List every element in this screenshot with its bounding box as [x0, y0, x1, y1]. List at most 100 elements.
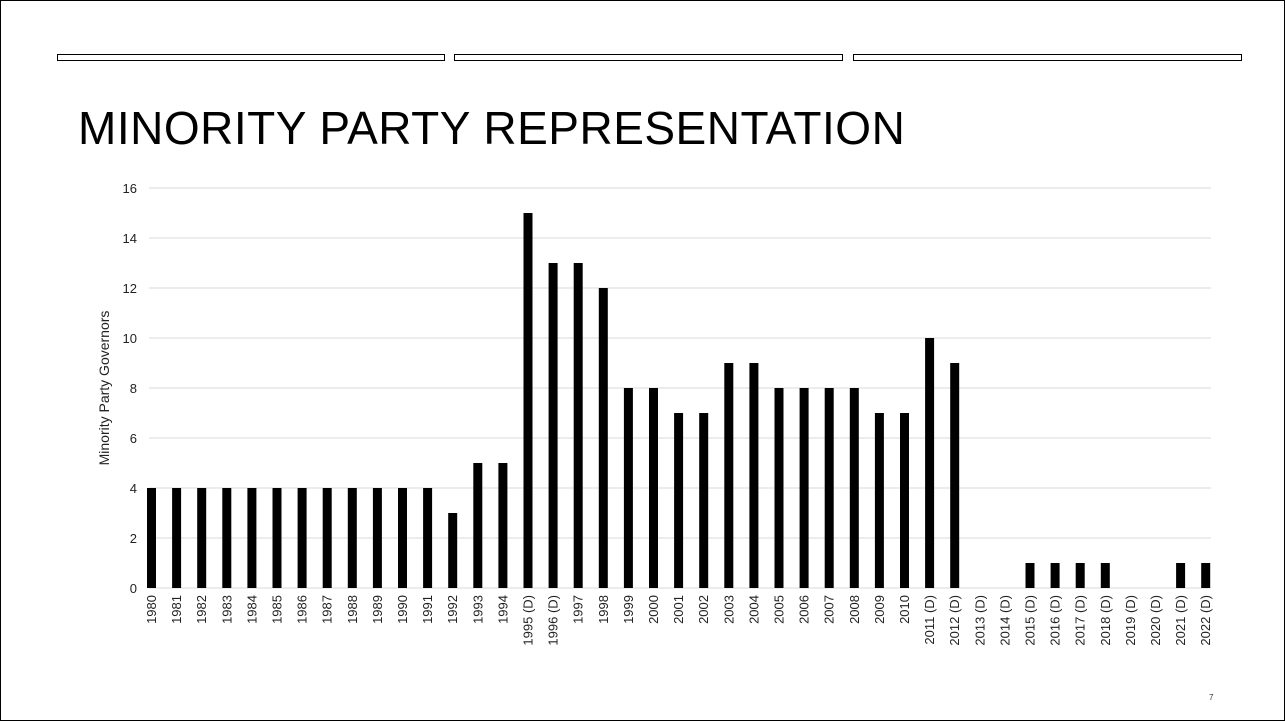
x-tick-label: 2009 [872, 595, 887, 624]
decorative-bar-middle [454, 54, 843, 61]
x-tick-label: 2017 (D) [1073, 595, 1088, 646]
bar [824, 388, 834, 588]
bar [598, 288, 608, 588]
x-tick-label: 2013 (D) [972, 595, 987, 646]
bar [724, 363, 734, 588]
y-tick-label: 12 [123, 281, 137, 296]
x-tick-label: 1985 [270, 595, 285, 624]
bar [172, 488, 182, 588]
y-tick-label: 0 [130, 581, 137, 596]
x-tick-label: 2004 [746, 595, 761, 624]
y-tick-label: 2 [130, 531, 137, 546]
x-tick-label: 1982 [194, 595, 209, 624]
bar [1201, 563, 1211, 588]
y-tick-label: 6 [130, 431, 137, 446]
x-tick-label: 1998 [596, 595, 611, 624]
x-tick-label: 2022 (D) [1198, 595, 1213, 646]
bar [799, 388, 809, 588]
x-tick-label: 2020 (D) [1148, 595, 1163, 646]
bar [849, 388, 859, 588]
x-tick-label: 1981 [169, 595, 184, 624]
bar [247, 488, 257, 588]
bar [523, 213, 533, 588]
bar [1050, 563, 1060, 588]
x-tick-label: 2016 (D) [1048, 595, 1063, 646]
x-tick-label: 2015 (D) [1023, 595, 1038, 646]
x-tick-label: 1984 [244, 595, 259, 624]
x-tick-labels: 1980 1981 1982 1983 1984 1985 1986 1987 1988 1989… [144, 595, 1213, 646]
x-tick-label: 2005 [772, 595, 787, 624]
x-tick-label: 2001 [671, 595, 686, 624]
x-tick-label: 1993 [470, 595, 485, 624]
x-tick-label: 1990 [395, 595, 410, 624]
x-tick-label: 1995 (D) [521, 595, 536, 646]
bar [623, 388, 633, 588]
x-tick-label: 1986 [295, 595, 310, 624]
x-tick-label: 1994 [495, 595, 510, 624]
bar [950, 363, 960, 588]
y-tick-label: 10 [123, 331, 137, 346]
bar [749, 363, 759, 588]
y-tick-label: 16 [123, 181, 137, 196]
bar [1025, 563, 1035, 588]
bar [448, 513, 458, 588]
bar [222, 488, 232, 588]
bar [1100, 563, 1110, 588]
x-tick-label: 1983 [219, 595, 234, 624]
x-tick-label: 1987 [320, 595, 335, 624]
x-tick-label: 2003 [721, 595, 736, 624]
slide-title: MINORITY PARTY REPRESENTATION [78, 102, 906, 154]
x-tick-label: 2002 [696, 595, 711, 624]
bar [874, 413, 884, 588]
bar [674, 413, 684, 588]
x-tick-label: 2011 (D) [922, 595, 937, 645]
x-tick-label: 2007 [822, 595, 837, 624]
x-tick-label: 2000 [646, 595, 661, 624]
x-tick-label: 2021 (D) [1173, 595, 1188, 646]
x-tick-label: 2014 (D) [997, 595, 1012, 646]
decorative-bar-right [853, 54, 1242, 61]
x-tick-label: 1997 [571, 595, 586, 624]
bars [147, 213, 1211, 588]
bar [649, 388, 658, 588]
bar [147, 488, 156, 588]
x-tick-label: 2019 (D) [1123, 595, 1138, 646]
bar [322, 488, 332, 588]
y-tick-label: 4 [130, 481, 137, 496]
y-tick-labels: 0 2 4 6 8 10 12 14 16 [123, 181, 137, 596]
bar [498, 463, 508, 588]
x-tick-label: 2006 [797, 595, 812, 624]
x-tick-label: 1992 [445, 595, 460, 624]
bar [900, 413, 909, 588]
y-tick-label: 8 [130, 381, 137, 396]
bar [548, 263, 558, 588]
bar [573, 263, 583, 588]
decorative-bar-left [57, 54, 445, 61]
x-tick-label: 1980 [144, 595, 159, 624]
x-tick-label: 2010 [897, 595, 912, 624]
x-tick-label: 2018 (D) [1098, 595, 1113, 646]
bar [423, 488, 433, 588]
x-tick-label: 1988 [345, 595, 360, 624]
bar [699, 413, 709, 588]
y-axis-label: Minority Party Governors [96, 311, 112, 466]
x-tick-label: 1999 [621, 595, 636, 624]
bar [372, 488, 382, 588]
x-tick-label: 1991 [420, 595, 435, 624]
bar [272, 488, 282, 588]
bar [398, 488, 407, 588]
bar [774, 388, 784, 588]
bar [1176, 563, 1186, 588]
bar [297, 488, 307, 588]
y-tick-label: 14 [123, 231, 137, 246]
x-tick-label: 2012 (D) [947, 595, 962, 646]
x-tick-label: 1989 [370, 595, 385, 624]
x-tick-label: 2008 [847, 595, 862, 624]
bar [925, 338, 935, 588]
page-number: 7 [1209, 693, 1214, 702]
bar [347, 488, 357, 588]
x-tick-label: 1996 (D) [546, 595, 561, 646]
bar [473, 463, 483, 588]
